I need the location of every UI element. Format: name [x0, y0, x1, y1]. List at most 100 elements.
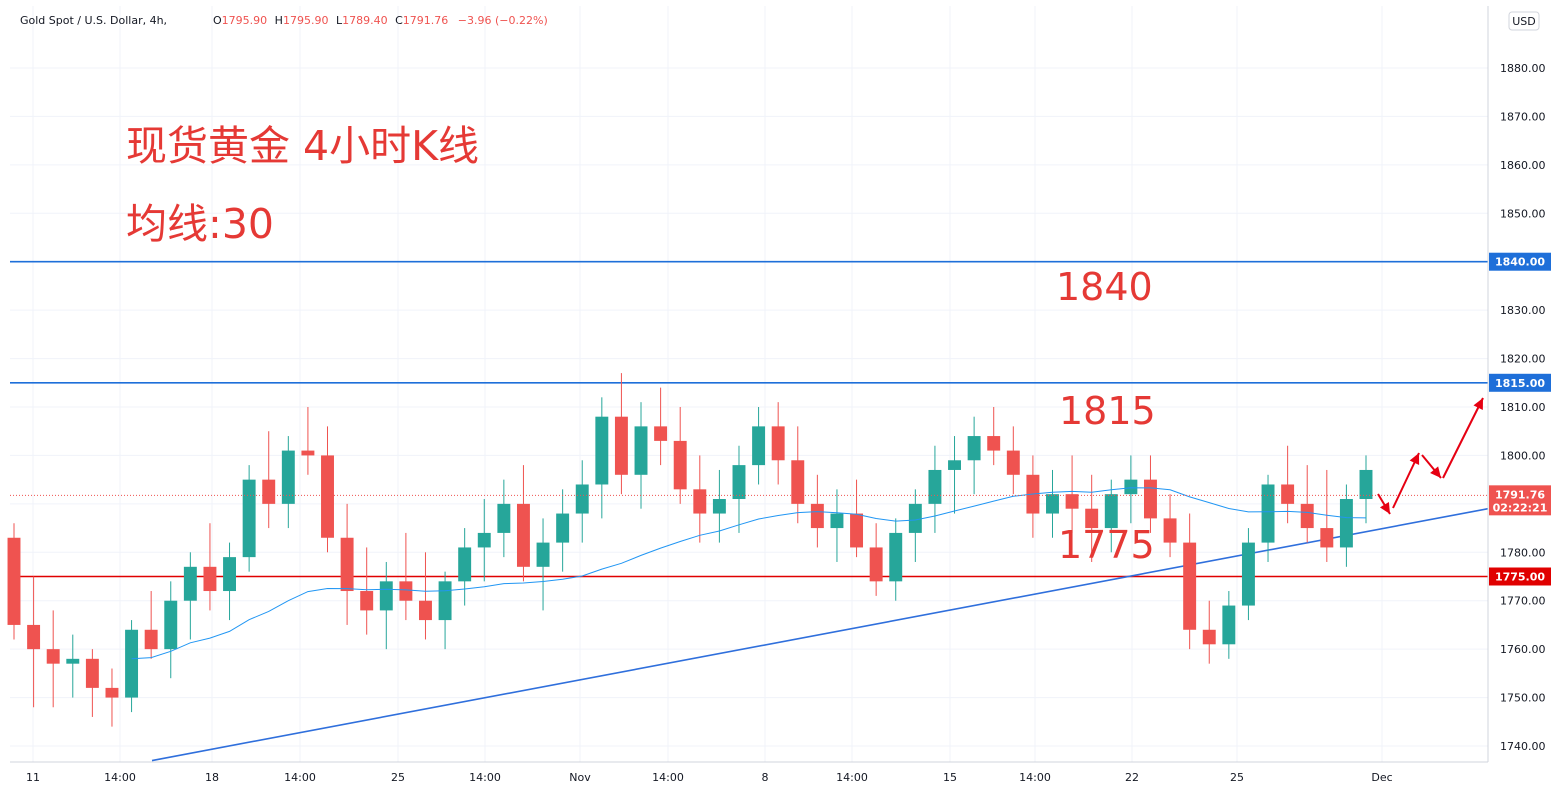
candle-body: [1281, 484, 1295, 504]
candle-body: [1124, 479, 1138, 495]
price-tick-label: 1780.00: [1500, 546, 1546, 559]
time-tick-label: 14:00: [1019, 771, 1051, 784]
time-tick-label: 14:00: [836, 771, 868, 784]
currency-label: USD: [1512, 15, 1536, 28]
candle-body: [164, 600, 178, 650]
forecast-arrow-down-1-head: [1379, 502, 1390, 514]
candle-body: [693, 489, 707, 514]
forecast-arrow-up-2: [1442, 397, 1484, 479]
candle-body: [144, 629, 158, 650]
price-tick-label: 1760.00: [1500, 643, 1546, 656]
level-label-1775: 1775: [1058, 523, 1155, 567]
candle-body: [654, 426, 668, 441]
candle-body: [379, 581, 393, 611]
time-tick-label: Dec: [1371, 771, 1392, 784]
price-tick-label: 1810.00: [1500, 401, 1546, 414]
candle-body: [967, 436, 981, 461]
candle-body: [536, 542, 550, 567]
candle-body: [301, 450, 315, 456]
candle-body: [223, 557, 237, 592]
last-price-text: 1791.76: [1495, 488, 1545, 501]
level-label-1815: 1815: [1059, 389, 1156, 433]
candle-body: [948, 460, 961, 470]
currency-button[interactable]: USD: [1508, 11, 1540, 31]
candle-body: [1163, 518, 1177, 543]
price-tick-label: 1820.00: [1500, 353, 1546, 366]
candle-body: [183, 566, 197, 601]
candle-body: [556, 513, 570, 543]
time-tick-label: 15: [943, 771, 957, 784]
candle-body: [497, 503, 511, 533]
candle-body: [419, 600, 432, 621]
candle-body: [889, 532, 903, 582]
candle-body: [869, 547, 883, 582]
candle-body: [908, 503, 922, 533]
time-tick-label: 25: [1230, 771, 1244, 784]
candle-body: [1104, 494, 1118, 529]
price-tick-label: 1770.00: [1500, 595, 1546, 608]
candle-body: [1241, 542, 1255, 606]
candles: [7, 373, 1373, 727]
candle-body: [752, 426, 766, 466]
candle-body: [1085, 508, 1099, 529]
price-tag-1775-text: 1775.00: [1495, 571, 1545, 584]
price-tick-label: 1830.00: [1500, 304, 1546, 317]
candle-body: [712, 499, 726, 514]
candle-body: [66, 658, 80, 664]
candle-body: [281, 450, 295, 504]
candle-body: [634, 426, 648, 475]
candle-body: [1222, 605, 1236, 645]
candle-body: [595, 416, 609, 485]
time-tick-label: 11: [26, 771, 40, 784]
time-tick-label: 14:00: [284, 771, 316, 784]
candle-body: [771, 426, 785, 461]
candle-body: [1046, 494, 1059, 514]
time-tick-label: 8: [762, 771, 769, 784]
candle-body: [46, 649, 60, 664]
price-axis-labels: 1740.001750.001760.001770.001780.001790.…: [1500, 62, 1546, 753]
chart-annotation-ma: 均线:30: [126, 200, 274, 248]
candle-body: [477, 532, 491, 548]
time-tick-label: 14:00: [652, 771, 684, 784]
countdown-text: 02:22:21: [1493, 501, 1548, 514]
chart-annotation-title: 现货黄金 4小时K线: [126, 122, 479, 170]
candle-body: [85, 658, 99, 688]
forecast-arrow-down-2-head: [1430, 466, 1441, 478]
symbol-title: Gold Spot / U.S. Dollar, 4h,: [20, 14, 167, 27]
horizontal-levels: [10, 260, 1488, 578]
time-tick-label: 25: [391, 771, 405, 784]
candle-body: [791, 460, 805, 504]
candle-body: [987, 436, 1001, 451]
candle-body: [1143, 479, 1157, 519]
candle-body: [203, 566, 217, 592]
forecast-arrow-up-2-head: [1473, 398, 1483, 410]
candle-body: [1300, 503, 1314, 529]
candle-body: [27, 624, 41, 650]
price-tag-1815: [1489, 373, 1551, 392]
candle-body: [1320, 528, 1334, 548]
candle-body: [1006, 450, 1020, 475]
candle-body: [340, 537, 354, 592]
price-tag-1775: [1489, 567, 1551, 586]
last-price-tag: [1489, 485, 1551, 516]
time-tick-label: 22: [1125, 771, 1139, 784]
candle-body: [830, 513, 844, 529]
time-tick-label: 14:00: [469, 771, 501, 784]
price-tag-1840: [1489, 252, 1551, 271]
candle-body: [575, 484, 589, 514]
candle-body: [1202, 629, 1216, 645]
price-tag-1840-text: 1840.00: [1495, 256, 1545, 269]
price-tag-1815-text: 1815.00: [1495, 377, 1545, 390]
price-tick-label: 1860.00: [1500, 159, 1546, 172]
candle-body: [1359, 469, 1373, 500]
candle-body: [614, 416, 628, 475]
time-tick-label: 14:00: [104, 771, 136, 784]
level-label-1840: 1840: [1056, 265, 1153, 309]
candle-body: [105, 687, 119, 698]
candle-body: [928, 469, 942, 504]
candle-body: [262, 479, 276, 504]
price-tick-label: 1740.00: [1500, 740, 1546, 753]
candle-body: [7, 537, 21, 625]
candle-body: [1339, 499, 1353, 548]
